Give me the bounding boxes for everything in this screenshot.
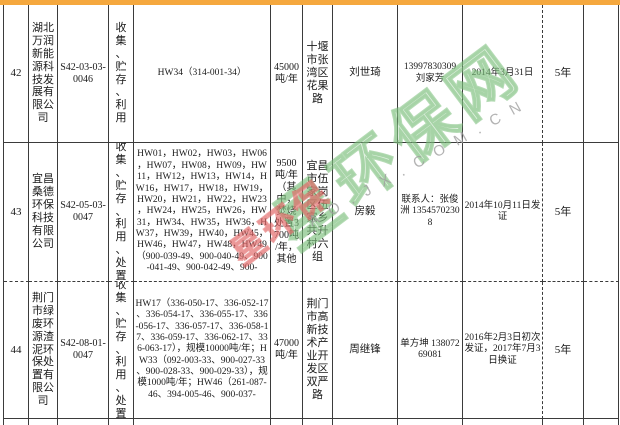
row-44-note-cell [584, 282, 619, 419]
partial-row-cell [303, 419, 333, 425]
partial-row-cell [109, 419, 134, 425]
row-43-note-cell [584, 143, 619, 282]
row-42-capacity-cell: 45000吨/年 [271, 5, 303, 143]
row-43-contact-cell: 房毅 [333, 143, 398, 282]
partial-row-cell [58, 419, 109, 425]
row-43-license-cell: S42-05-03-0047 [58, 143, 109, 282]
row-42-validity-cell: 5年 [543, 5, 584, 143]
partial-row-cell [271, 419, 303, 425]
row-43-operations-cell: 收集、贮存、利用、处置 [109, 143, 134, 282]
hazardous-waste-license-table: 42 湖北万润新能源科技发展有限公司 S42-03-03-0046 收集、贮存、… [3, 5, 619, 425]
row-42-company-cell: 湖北万润新能源科技发展有限公司 [29, 5, 58, 143]
partial-row-cell [398, 419, 463, 425]
row-42-address-cell: 十堰市张湾区花果路 [303, 5, 333, 143]
row-43-capacity-cell: 9500吨/年（其中，焚烧处置3700吨/年，其他 [271, 143, 303, 282]
row-42-note-cell [584, 5, 619, 143]
partial-row-cell [134, 419, 271, 425]
row-44-number-cell: 44 [4, 282, 29, 419]
row-44-validity-cell: 5年 [543, 282, 584, 419]
row-44-company-cell: 荆门市绿废环源渣泥环保处置有限公司 [29, 282, 58, 419]
row-43-hw-codes-cell: HW01，HW02，HW03，HW06，HW07，HW08，HW09，HW11，… [134, 143, 271, 282]
row-43-validity-cell: 5年 [543, 143, 584, 282]
partial-row-cell [463, 419, 543, 425]
row-43-address-cell: 宜昌市伍家岗区伍家乡共升村六组 [303, 143, 333, 282]
row-42-license-cell: S42-03-03-0046 [58, 5, 109, 143]
row-44-phone-cell: 单方坤 13807269081 [398, 282, 463, 419]
row-44-contact-cell: 周继锋 [333, 282, 398, 419]
partial-row-cell [584, 419, 619, 425]
partial-row-cell [29, 419, 58, 425]
partial-row-cell [4, 419, 29, 425]
page-break-highlight-bar [0, 0, 620, 5]
row-43-phone-cell: 联系人：张俊洲 13545702308 [398, 143, 463, 282]
row-44-operations-cell: 收集、贮存、利用、处置 [109, 282, 134, 419]
row-42-operations-cell: 收集、贮存、利用 [109, 5, 134, 143]
row-44-address-cell: 荆门市高新技术产业开发区双严路 [303, 282, 333, 419]
row-42-number-cell: 42 [4, 5, 29, 143]
row-44-license-cell: S42-08-01-0047 [58, 282, 109, 419]
row-43-date-cell: 2014年10月11日发证 [463, 143, 543, 282]
row-44-capacity-cell: 47000吨/年 [271, 282, 303, 419]
partial-row-cell [333, 419, 398, 425]
row-42-contact-cell: 刘世琦 [333, 5, 398, 143]
row-44-hw-codes-cell: HW17（336-050-17、336-052-17、336-054-17、33… [134, 282, 271, 419]
row-43-company-cell: 宜昌桑德环保科技有限公司 [29, 143, 58, 282]
row-42-hw-codes-cell: HW34（314-001-34） [134, 5, 271, 143]
row-44-date-cell: 2016年2月3日初次发证，2017年7月3日换证 [463, 282, 543, 419]
partial-row-cell [543, 419, 584, 425]
row-43-number-cell: 43 [4, 143, 29, 282]
row-42-date-cell: 2014年3月31日 [463, 5, 543, 143]
row-42-phone-cell: 13997830309 刘家芳 [398, 5, 463, 143]
